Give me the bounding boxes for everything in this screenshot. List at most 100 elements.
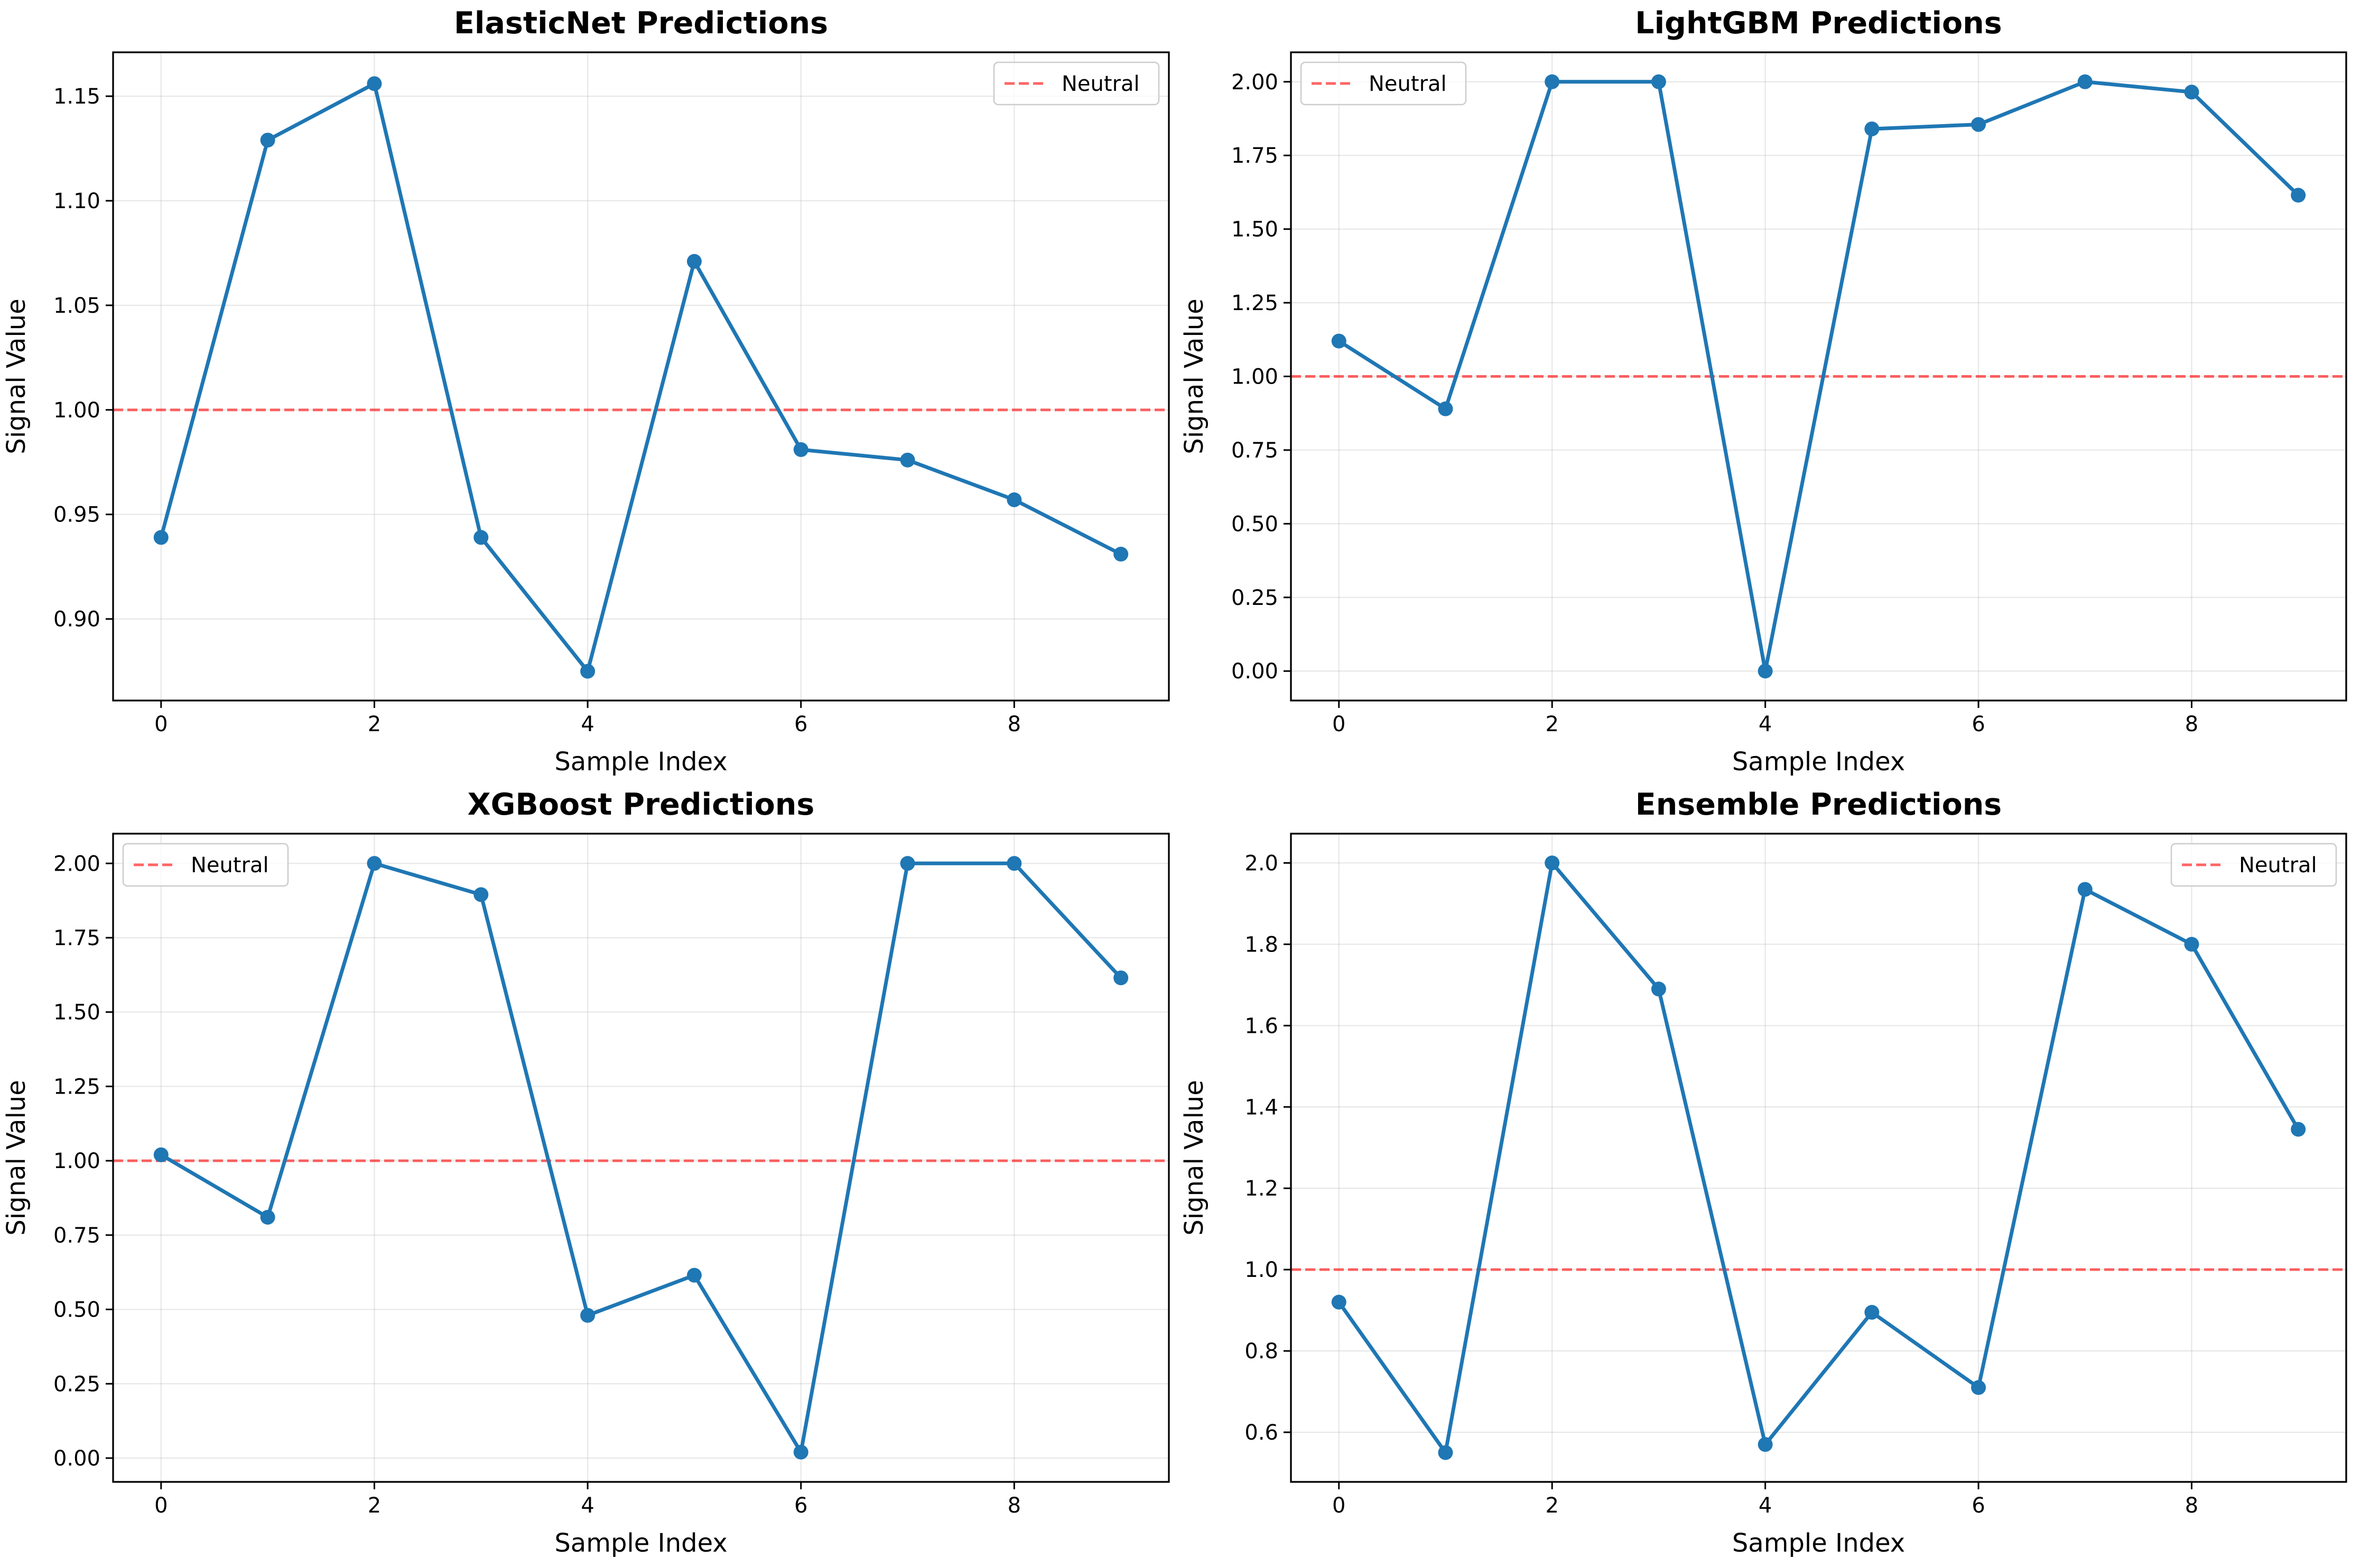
y-tick-label: 1.75 <box>53 926 100 950</box>
x-tick-label: 4 <box>1759 1494 1772 1518</box>
legend: Neutral <box>1300 61 1467 106</box>
data-point <box>2291 1122 2306 1137</box>
y-tick-label: 2.00 <box>1231 70 1278 95</box>
x-tick-label: 6 <box>1972 712 1985 736</box>
x-tick-label: 8 <box>1008 712 1021 736</box>
axes-frame <box>112 833 1170 1483</box>
legend-label: Neutral <box>2239 853 2317 878</box>
data-point <box>1864 1305 1880 1320</box>
y-tick-label: 0.75 <box>53 1224 100 1248</box>
y-tick-label: 1.10 <box>53 189 100 213</box>
y-tick-label: 1.25 <box>1231 291 1278 315</box>
data-point <box>1651 982 1666 997</box>
data-point <box>1007 492 1022 508</box>
x-tick-label: 8 <box>2185 1494 2198 1518</box>
data-point <box>2077 882 2093 897</box>
chart-title: XGBoost Predictions <box>468 787 815 822</box>
y-tick-label: 1.00 <box>53 398 100 423</box>
y-tick-label: 0.25 <box>1231 586 1278 610</box>
subplot-1: 0 2 4 6 8 0.90 0.95 1.00 1.05 1.10 1.15 ElasticNet … <box>2 6 1170 777</box>
y-tick-label: 1.25 <box>53 1075 100 1099</box>
data-point <box>473 887 489 902</box>
data-point <box>1331 333 1346 349</box>
x-tick-label: 0 <box>154 1494 168 1518</box>
x-tick-label: 2 <box>1545 712 1558 736</box>
y-tick-label: 1.00 <box>53 1149 100 1173</box>
x-tick-label: 2 <box>1545 1494 1558 1518</box>
subplot-3: 0 2 4 6 8 0.00 0.25 0.50 0.75 1.00 1.25 1.50 1.75 2.0… <box>2 787 1170 1558</box>
data-point <box>2184 937 2199 952</box>
y-tick-label: 0.95 <box>53 503 100 527</box>
y-tick-label: 1.2 <box>1244 1177 1278 1201</box>
x-tick-label: 8 <box>2185 712 2198 736</box>
y-tick-label: 1.15 <box>53 85 100 109</box>
y-tick-label: 0.50 <box>1231 512 1278 536</box>
series-line <box>1337 861 2300 1455</box>
axes-frame <box>1290 833 2347 1483</box>
data-point <box>1007 856 1022 871</box>
chart-title: ElasticNet Predictions <box>454 6 828 41</box>
y-tick-label: 1.4 <box>1244 1095 1278 1119</box>
axes-frame <box>112 51 1170 702</box>
data-point <box>1438 401 1453 416</box>
data-point <box>1864 122 1880 137</box>
y-tick-label: 1.50 <box>53 1001 100 1025</box>
x-tick-label: 2 <box>368 1494 381 1518</box>
x-tick-label: 8 <box>1008 1494 1021 1518</box>
series-line <box>1337 80 2300 673</box>
y-axis-label: Signal Value <box>2 298 31 454</box>
legend-label: Neutral <box>1062 72 1140 96</box>
data-point <box>1651 74 1666 89</box>
y-axis-label: Signal Value <box>1179 298 1209 454</box>
data-point <box>153 1147 169 1162</box>
x-tick-label: 6 <box>794 712 807 736</box>
legend-box <box>1300 61 1467 106</box>
y-tick-label: 1.05 <box>53 294 100 318</box>
x-tick-label: 6 <box>794 1494 807 1518</box>
x-tick-label: 4 <box>1759 712 1772 736</box>
y-tick-label: 0.90 <box>53 608 100 632</box>
y-tick-label: 1.00 <box>1231 365 1278 389</box>
data-point <box>1331 1294 1346 1310</box>
legend-box <box>122 843 289 887</box>
y-tick-label: 1.50 <box>1231 218 1278 242</box>
x-tick-label: 0 <box>1332 1494 1345 1518</box>
y-tick-label: 0.6 <box>1244 1421 1278 1445</box>
x-tick-label: 4 <box>581 712 594 736</box>
x-axis-label: Sample Index <box>1732 747 1905 777</box>
legend-box <box>993 61 1160 106</box>
data-point <box>686 254 702 269</box>
x-axis-label: Sample Index <box>554 747 727 777</box>
y-tick-label: 1.6 <box>1244 1014 1278 1038</box>
data-point <box>686 1267 702 1283</box>
data-point <box>900 452 915 468</box>
y-tick-label: 1.0 <box>1244 1258 1278 1282</box>
data-point <box>1438 1445 1453 1460</box>
legend: Neutral <box>2170 843 2337 887</box>
legend: Neutral <box>993 61 1160 106</box>
y-tick-label: 1.8 <box>1244 932 1278 957</box>
x-tick-label: 6 <box>1972 1494 1985 1518</box>
y-axis-label: Signal Value <box>2 1080 31 1236</box>
chart-title: Ensemble Predictions <box>1635 787 2002 822</box>
data-point <box>2184 85 2199 100</box>
data-point <box>153 530 169 545</box>
x-tick-label: 4 <box>581 1494 594 1518</box>
data-point <box>793 1444 808 1460</box>
x-axis-label: Sample Index <box>1732 1528 1905 1558</box>
data-point <box>1758 1437 1773 1452</box>
x-axis-label: Sample Index <box>554 1528 727 1558</box>
data-point <box>260 1210 275 1225</box>
y-axis-label: Signal Value <box>1179 1080 1209 1236</box>
y-tick-label: 0.00 <box>1231 659 1278 684</box>
x-tick-label: 2 <box>368 712 381 736</box>
data-point <box>900 856 915 871</box>
data-point <box>1545 855 1560 871</box>
data-point <box>1545 74 1560 89</box>
y-tick-label: 1.75 <box>1231 144 1278 168</box>
data-point <box>260 133 275 148</box>
y-tick-label: 0.00 <box>53 1446 100 1471</box>
chart-title: LightGBM Predictions <box>1635 6 2002 41</box>
data-point <box>1971 1380 1986 1395</box>
